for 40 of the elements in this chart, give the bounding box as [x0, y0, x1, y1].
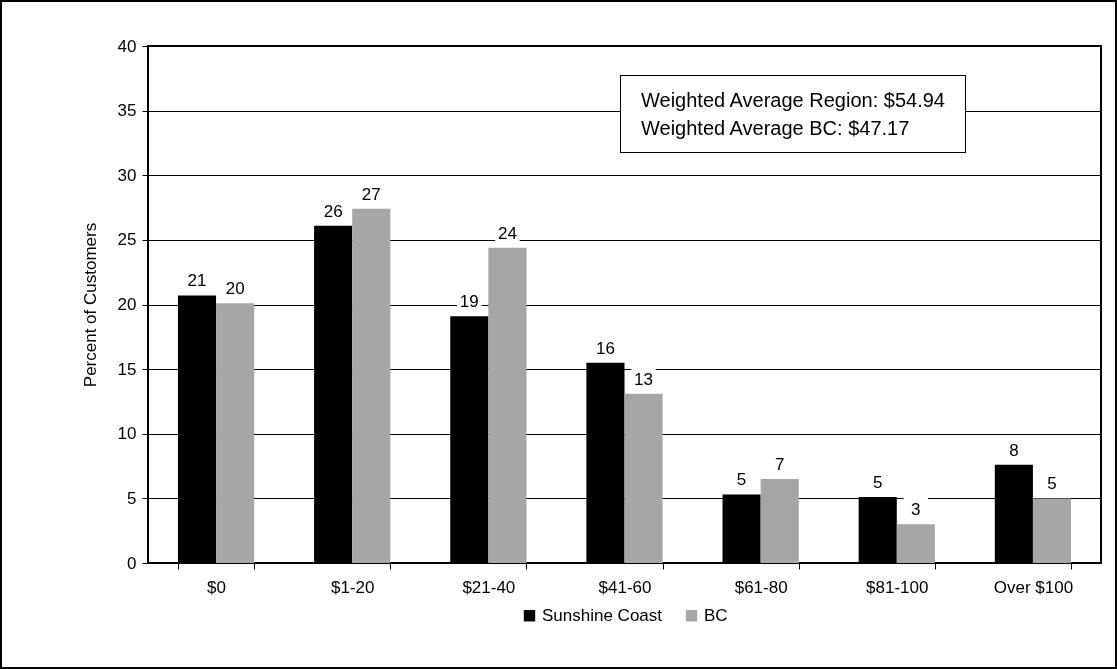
- x-tick-label: Over $100: [993, 577, 1074, 597]
- x-tick-label: $0: [207, 577, 227, 597]
- y-tick-label: 25: [117, 230, 137, 250]
- bar: [352, 208, 391, 563]
- bar: [216, 303, 255, 563]
- bar: [1032, 498, 1072, 563]
- y-tick-label: 30: [117, 165, 137, 185]
- legend-label: BC: [704, 605, 728, 625]
- data-label: 8: [1009, 440, 1019, 460]
- y-tick-label: 10: [117, 424, 137, 444]
- x-tick-label: $41-60: [598, 577, 652, 597]
- data-label: 24: [497, 223, 517, 243]
- data-label: 16: [595, 338, 615, 358]
- data-label: 26: [323, 201, 343, 221]
- data-label: 5: [872, 473, 883, 493]
- y-tick-label: 15: [117, 359, 137, 379]
- data-label: 19: [459, 292, 479, 312]
- bar: [488, 247, 527, 563]
- x-tick-label: $21-40: [462, 577, 516, 597]
- x-tick-label: $61-80: [734, 577, 788, 597]
- annotation: Weighted Average Region: $54.94 Weighted Average BC: $47.17: [620, 75, 966, 153]
- data-label: 5: [1047, 474, 1057, 494]
- data-label: 20: [225, 279, 245, 299]
- y-axis-title: Percent of Customers: [80, 222, 100, 388]
- bar: [624, 393, 663, 563]
- data-label: 7: [774, 454, 785, 474]
- y-tick-label: 0: [127, 553, 137, 573]
- bar: [896, 524, 935, 563]
- data-label: 3: [911, 500, 921, 520]
- y-tick-label: 20: [117, 295, 137, 314]
- data-label: 21: [187, 271, 207, 291]
- data-label: 5: [736, 470, 747, 490]
- y-tick-label: 40: [117, 36, 137, 56]
- x-tick-label: $1-20: [330, 577, 375, 597]
- data-label: 13: [634, 369, 654, 389]
- legend-label: Sunshine Coast: [542, 605, 663, 625]
- x-tick-label: $81-100: [866, 577, 929, 597]
- data-label: 27: [361, 184, 381, 204]
- y-tick-label: 35: [117, 101, 137, 121]
- y-tick-label: 5: [127, 488, 137, 508]
